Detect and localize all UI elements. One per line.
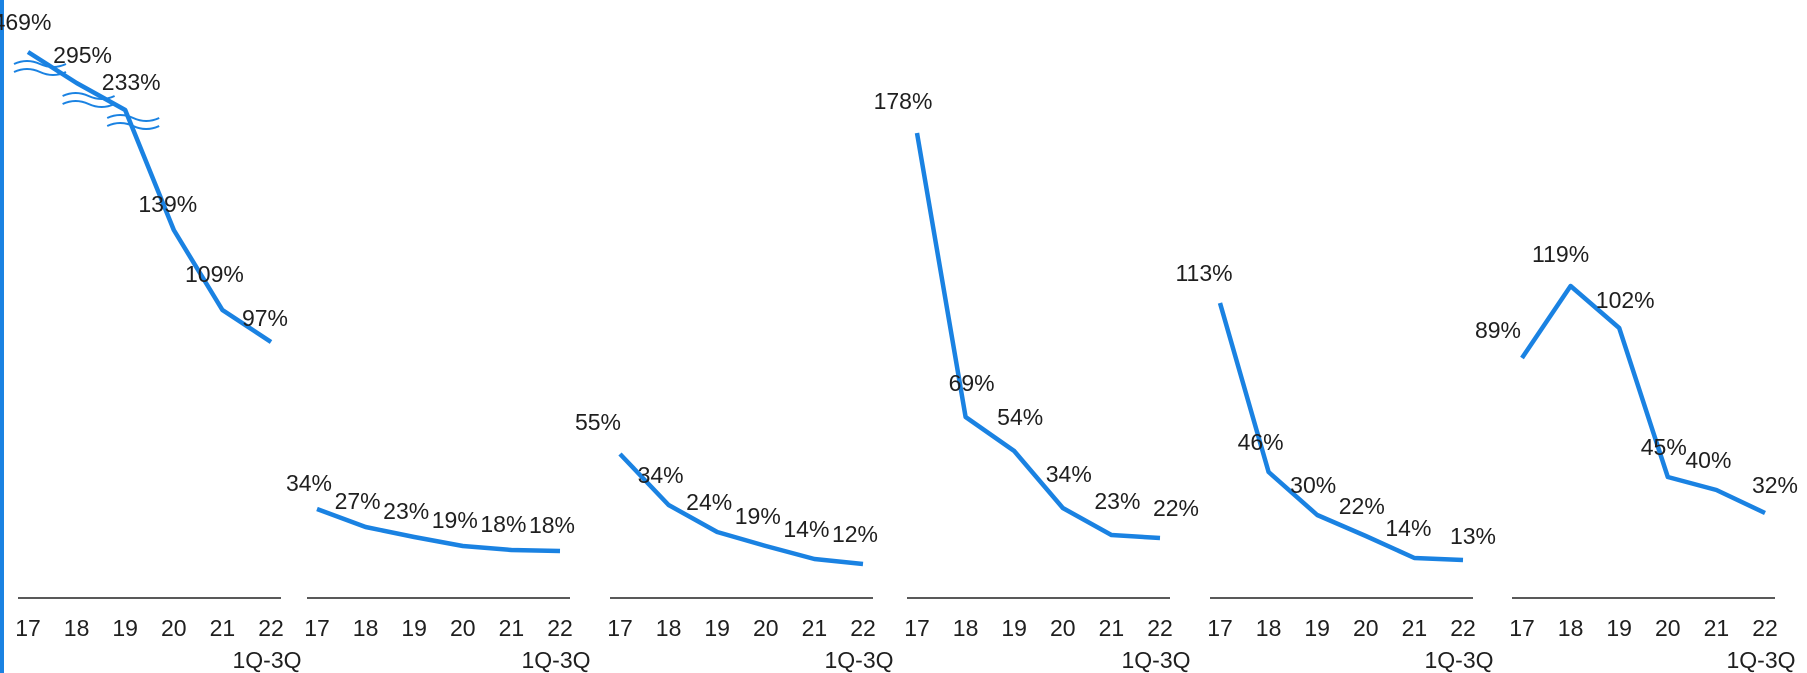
data-label: 469% xyxy=(0,9,51,35)
axis-break-mark xyxy=(13,68,67,76)
x-tick-label: 18 xyxy=(953,615,979,641)
x-tick-label: 18 xyxy=(64,615,90,641)
series-line xyxy=(26,50,273,344)
x-tick-label: 18 xyxy=(1558,615,1584,641)
x-tick-label: 21 xyxy=(802,615,828,641)
series-line xyxy=(316,506,561,554)
x-tick-label: 17 xyxy=(1509,615,1535,641)
series-line xyxy=(914,132,1161,541)
x-tick-label: 19 xyxy=(401,615,427,641)
x-tick-label: 20 xyxy=(753,615,779,641)
chart-panel-4: 178% 69%54% 34%23% 22% 17 18 19 20 21 22 1Q-3Q xyxy=(874,88,1199,673)
x-tick-label: 19 xyxy=(704,615,730,641)
data-label: 23% xyxy=(383,498,429,524)
axis-break-mark xyxy=(62,92,116,100)
data-label: 89% xyxy=(1475,317,1521,343)
x-tick-label: 19 xyxy=(1606,615,1632,641)
data-label: 45% xyxy=(1641,434,1687,460)
data-label: 22% xyxy=(1153,495,1199,521)
data-label: 13% xyxy=(1450,523,1496,549)
x-tick-label: 19 xyxy=(1304,615,1330,641)
period-label: 1Q-3Q xyxy=(1121,647,1190,673)
x-tick-label: 22 xyxy=(258,615,284,641)
data-label: 22% xyxy=(1339,493,1385,519)
data-label: 69% xyxy=(949,370,995,396)
data-label: 233% xyxy=(102,69,161,95)
data-label: 109% xyxy=(185,261,244,287)
x-tick-label: 20 xyxy=(161,615,187,641)
data-label: 54% xyxy=(997,404,1043,430)
data-label: 24% xyxy=(686,489,732,515)
period-label: 1Q-3Q xyxy=(521,647,590,673)
data-label: 119% xyxy=(1532,241,1589,267)
x-tick-label: 21 xyxy=(499,615,525,641)
x-tick-label: 19 xyxy=(112,615,138,641)
x-tick-label: 20 xyxy=(1655,615,1681,641)
axis-break-mark xyxy=(106,114,160,122)
data-label: 34% xyxy=(286,470,332,496)
x-tick-label: 18 xyxy=(1256,615,1282,641)
data-label: 32% xyxy=(1752,472,1798,498)
chart-panel-5: 113% 46%30%22%14% 13% 17 18 19 20 21 22 1Q-3Q xyxy=(1175,260,1496,673)
x-tick-label: 19 xyxy=(1001,615,1027,641)
x-tick-label: 22 xyxy=(1147,615,1173,641)
period-label: 1Q-3Q xyxy=(232,647,301,673)
data-label: 18% xyxy=(480,511,526,537)
x-tick-label: 22 xyxy=(1450,615,1476,641)
x-tick-label: 20 xyxy=(1353,615,1379,641)
data-label: 23% xyxy=(1094,488,1140,514)
x-tick-label: 17 xyxy=(1207,615,1233,641)
data-label: 97% xyxy=(242,305,288,331)
data-label: 55% xyxy=(575,409,621,435)
period-label: 1Q-3Q xyxy=(1726,647,1795,673)
chart-panel-6: 89% 119% 102% 45%40% 32% 17 18 19 20 21 22 1Q-3Q xyxy=(1475,241,1798,673)
data-label: 14% xyxy=(783,516,829,542)
data-label: 139% xyxy=(138,191,197,217)
x-tick-label: 21 xyxy=(210,615,236,641)
data-label: 40% xyxy=(1685,447,1731,473)
data-label: 46% xyxy=(1238,429,1284,455)
data-label: 34% xyxy=(638,462,684,488)
data-label: 113% xyxy=(1175,260,1232,286)
data-label: 19% xyxy=(432,507,478,533)
period-label: 1Q-3Q xyxy=(1424,647,1493,673)
series-line xyxy=(1217,302,1464,563)
x-tick-label: 21 xyxy=(1099,615,1125,641)
data-label: 34% xyxy=(1046,461,1092,487)
data-label: 27% xyxy=(335,488,381,514)
axis-break-mark xyxy=(62,100,116,108)
x-tick-label: 18 xyxy=(353,615,379,641)
data-label: 30% xyxy=(1290,472,1336,498)
left-edge-bar xyxy=(0,0,4,673)
x-tick-label: 18 xyxy=(656,615,682,641)
x-tick-label: 20 xyxy=(1050,615,1076,641)
series-line xyxy=(1520,283,1766,516)
axis-break-mark xyxy=(106,122,160,130)
x-tick-label: 21 xyxy=(1704,615,1730,641)
x-tick-label: 22 xyxy=(850,615,876,641)
data-label: 18% xyxy=(529,512,575,538)
x-tick-label: 22 xyxy=(1752,615,1778,641)
x-tick-label: 17 xyxy=(304,615,330,641)
data-label: 295% xyxy=(53,42,112,68)
x-tick-label: 17 xyxy=(904,615,930,641)
data-label: 19% xyxy=(735,503,781,529)
x-tick-label: 21 xyxy=(1402,615,1428,641)
chart-panel-3: 55% 34%24%19% 14% 12% 17 18 19 20 21 22 1Q-3Q xyxy=(575,409,894,673)
data-label: 102% xyxy=(1596,287,1655,313)
series-line xyxy=(618,452,864,567)
axis-break-mark xyxy=(13,60,67,68)
chart-panel-1: 469%295%233% 139% 109% 97% 17 18 19 20 21 22 1Q-3Q xyxy=(0,9,302,673)
x-tick-label: 17 xyxy=(15,615,41,641)
data-label: 14% xyxy=(1385,515,1431,541)
x-tick-label: 22 xyxy=(547,615,573,641)
data-label: 178% xyxy=(874,88,933,114)
period-label: 1Q-3Q xyxy=(824,647,893,673)
x-tick-label: 20 xyxy=(450,615,476,641)
data-label: 12% xyxy=(832,521,878,547)
x-tick-label: 17 xyxy=(607,615,633,641)
